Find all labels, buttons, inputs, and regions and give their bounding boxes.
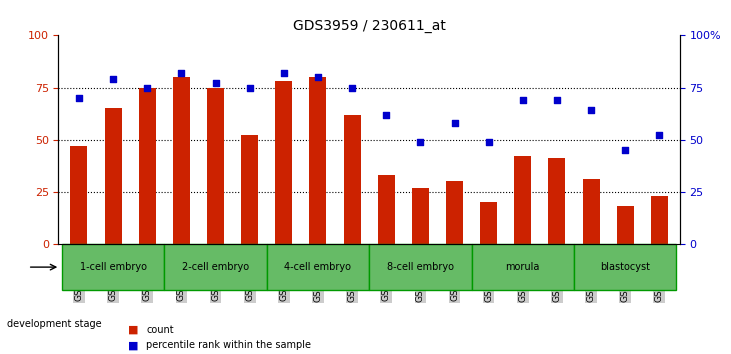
- Text: ■: ■: [128, 325, 138, 335]
- Bar: [651, 196, 668, 244]
- Text: 4-cell embryo: 4-cell embryo: [284, 262, 352, 272]
- Point: [141, 85, 153, 90]
- Text: 8-cell embryo: 8-cell embryo: [387, 262, 454, 272]
- Point: [244, 85, 256, 90]
- FancyBboxPatch shape: [369, 244, 471, 290]
- FancyBboxPatch shape: [164, 244, 267, 290]
- Bar: [617, 206, 634, 244]
- Point: [312, 74, 324, 80]
- Point: [175, 70, 187, 76]
- Point: [551, 97, 563, 103]
- Bar: [548, 159, 566, 244]
- Text: morula: morula: [506, 262, 540, 272]
- Point: [73, 95, 85, 101]
- Point: [517, 97, 529, 103]
- Text: 1-cell embryo: 1-cell embryo: [80, 262, 147, 272]
- Bar: [378, 175, 395, 244]
- Bar: [514, 156, 531, 244]
- Point: [449, 120, 461, 126]
- Bar: [480, 202, 497, 244]
- Bar: [173, 77, 190, 244]
- Point: [482, 139, 494, 144]
- Bar: [412, 188, 429, 244]
- Text: 2-cell embryo: 2-cell embryo: [182, 262, 249, 272]
- Point: [278, 70, 289, 76]
- Text: blastocyst: blastocyst: [600, 262, 650, 272]
- Bar: [139, 87, 156, 244]
- Bar: [276, 81, 292, 244]
- FancyBboxPatch shape: [574, 244, 676, 290]
- Bar: [344, 115, 360, 244]
- Text: count: count: [146, 325, 174, 335]
- Point: [346, 85, 358, 90]
- Point: [210, 80, 221, 86]
- Bar: [309, 77, 327, 244]
- Point: [619, 147, 631, 153]
- FancyBboxPatch shape: [471, 244, 574, 290]
- Text: development stage: development stage: [7, 319, 102, 329]
- Point: [107, 76, 119, 82]
- Text: percentile rank within the sample: percentile rank within the sample: [146, 341, 311, 350]
- FancyBboxPatch shape: [267, 244, 369, 290]
- Point: [380, 112, 392, 118]
- FancyBboxPatch shape: [62, 244, 164, 290]
- Bar: [241, 136, 258, 244]
- Bar: [207, 87, 224, 244]
- Bar: [583, 179, 599, 244]
- Point: [586, 108, 597, 113]
- Point: [654, 133, 665, 138]
- Title: GDS3959 / 230611_at: GDS3959 / 230611_at: [292, 19, 446, 33]
- Bar: [446, 181, 463, 244]
- Bar: [105, 108, 121, 244]
- Text: ■: ■: [128, 341, 138, 350]
- Bar: [70, 146, 88, 244]
- Point: [414, 139, 426, 144]
